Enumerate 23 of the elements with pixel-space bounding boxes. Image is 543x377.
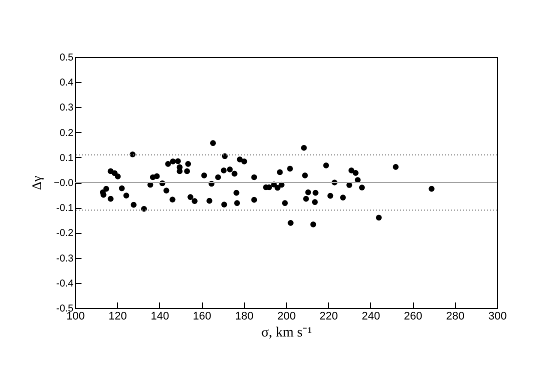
x-tick-label: 260 bbox=[404, 310, 422, 322]
y-tick-label: -0.4 bbox=[56, 278, 74, 290]
x-axis-title: σ, km s⁻¹ bbox=[261, 326, 312, 340]
y-tick-label: -0.1 bbox=[56, 203, 74, 214]
y-tick-label: -0.3 bbox=[56, 253, 74, 264]
x-tick-label: 200 bbox=[277, 310, 296, 322]
y-tick-label: 0.1 bbox=[60, 152, 74, 164]
x-tick-label: 180 bbox=[235, 310, 254, 322]
x-tick-label: 140 bbox=[150, 310, 170, 322]
y-tick-label: 0.5 bbox=[60, 52, 74, 64]
y-tick-label: -0.2 bbox=[56, 228, 74, 240]
x-tick-label: 160 bbox=[192, 310, 212, 322]
x-tick-label: 300 bbox=[488, 310, 507, 322]
y-tick-label: 0.4 bbox=[60, 78, 74, 89]
y-axis-title: Δγ bbox=[28, 176, 44, 190]
y-tick-label: 0.2 bbox=[60, 128, 74, 139]
x-tick-label: 240 bbox=[362, 310, 380, 322]
x-tick-label: 100 bbox=[66, 310, 85, 322]
x-tick-label: 120 bbox=[108, 310, 127, 322]
y-tick-label: 0.3 bbox=[60, 102, 74, 114]
y-tick-label: −0.0 bbox=[54, 178, 74, 189]
x-tick-label: 280 bbox=[446, 310, 464, 322]
x-tick-label: 220 bbox=[320, 310, 338, 322]
